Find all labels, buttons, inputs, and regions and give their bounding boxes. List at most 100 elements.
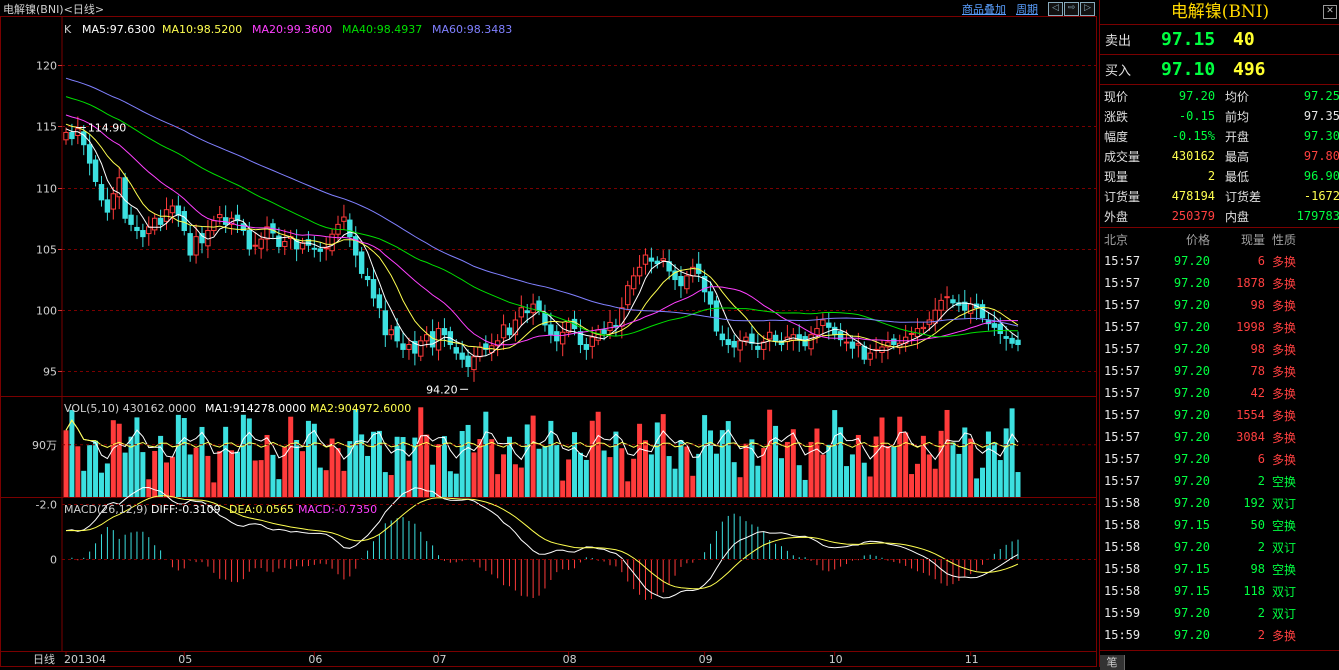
stat-label: 开盘 — [1215, 128, 1283, 145]
volume-bar — [814, 429, 819, 497]
candle-body — [194, 237, 198, 255]
zoom-button[interactable]: ⇨ — [1064, 2, 1079, 16]
candle-body — [348, 220, 352, 237]
volume-bar — [744, 444, 749, 497]
volume-bar — [383, 472, 388, 497]
volume-bar — [123, 453, 128, 497]
overlay-link[interactable]: 商品叠加 — [962, 1, 1006, 17]
scroll-right-button[interactable]: ▷ — [1080, 2, 1095, 16]
volume-bar — [365, 456, 370, 497]
candle-body — [129, 215, 133, 224]
candle-body — [253, 245, 257, 246]
tick-type: 双订 — [1265, 583, 1312, 600]
candle-body — [767, 332, 771, 339]
volume-bar — [312, 424, 317, 497]
volume-bar — [353, 409, 358, 497]
volume-bar — [229, 450, 234, 497]
volume-bar — [341, 471, 346, 497]
volume-bar — [773, 426, 778, 497]
volume-bar — [188, 454, 193, 497]
stat-label: 前均 — [1215, 108, 1283, 125]
period-label: 日线 — [33, 652, 55, 666]
tick-volume: 1878 — [1210, 276, 1265, 290]
candle-body — [821, 320, 825, 326]
tick-price: 97.20 — [1160, 452, 1210, 466]
volume-bar — [288, 417, 293, 497]
tick-price: 97.20 — [1160, 474, 1210, 488]
macd-diff-legend: DIFF:-0.3109 — [151, 503, 221, 516]
tick-time: 15:57 — [1100, 408, 1160, 422]
chart-title: 电解镍(BNI)<日线> — [3, 1, 104, 17]
volume-bar — [140, 452, 145, 497]
volume-bar — [950, 443, 955, 497]
volume-bar — [200, 427, 205, 497]
candle-body — [324, 248, 328, 249]
volume-bar — [495, 474, 500, 497]
candle-body — [200, 234, 204, 243]
macd-tick-label: -2.0 — [36, 499, 57, 512]
volume-bar — [117, 424, 122, 497]
tick-time: 15:58 — [1100, 518, 1160, 532]
x-tick-label: 10 — [829, 653, 843, 666]
candle-body — [862, 346, 866, 359]
stat-value: 250379 — [1155, 209, 1215, 223]
candle-body — [147, 227, 151, 234]
volume-bar — [389, 475, 394, 497]
stat-value: 97.25 — [1284, 89, 1339, 103]
volume-bar — [791, 429, 796, 497]
tick-type: 双订 — [1265, 539, 1312, 556]
volume-bar — [241, 415, 246, 497]
tick-time: 15:57 — [1100, 254, 1160, 268]
volume-bar — [194, 448, 199, 497]
tick-price: 97.20 — [1160, 254, 1210, 268]
candle-body — [407, 345, 411, 350]
volume-bar — [702, 415, 707, 497]
tick-price: 97.20 — [1160, 540, 1210, 554]
tick-header: 北京 价格 现量 性质 — [1100, 228, 1339, 250]
volume-bar — [832, 410, 837, 497]
volume-bar — [554, 445, 559, 497]
volume-bar — [738, 477, 743, 497]
candle-body — [980, 305, 984, 318]
tick-volume: 6 — [1210, 452, 1265, 466]
stat-label: 涨跌 — [1100, 108, 1155, 125]
close-icon[interactable]: ✕ — [1323, 5, 1337, 19]
tick-volume: 3084 — [1210, 430, 1265, 444]
tick-time: 15:57 — [1100, 298, 1160, 312]
volume-bar — [129, 437, 134, 497]
scroll-left-button[interactable]: ◁ — [1048, 2, 1063, 16]
tick-volume: 1554 — [1210, 408, 1265, 422]
stat-value: -1672 — [1284, 189, 1339, 203]
sell-volume: 40 — [1233, 29, 1255, 50]
stat-value: 179783 — [1284, 209, 1339, 223]
stat-value: 478194 — [1155, 189, 1215, 203]
high-annotation: 114.90 — [88, 122, 127, 135]
period-link[interactable]: 周期 — [1016, 1, 1038, 17]
stat-label: 现量 — [1100, 168, 1155, 185]
volume-bar — [64, 430, 69, 497]
tab-trades[interactable]: 笔 — [1100, 655, 1125, 670]
volume-bar — [637, 424, 642, 497]
